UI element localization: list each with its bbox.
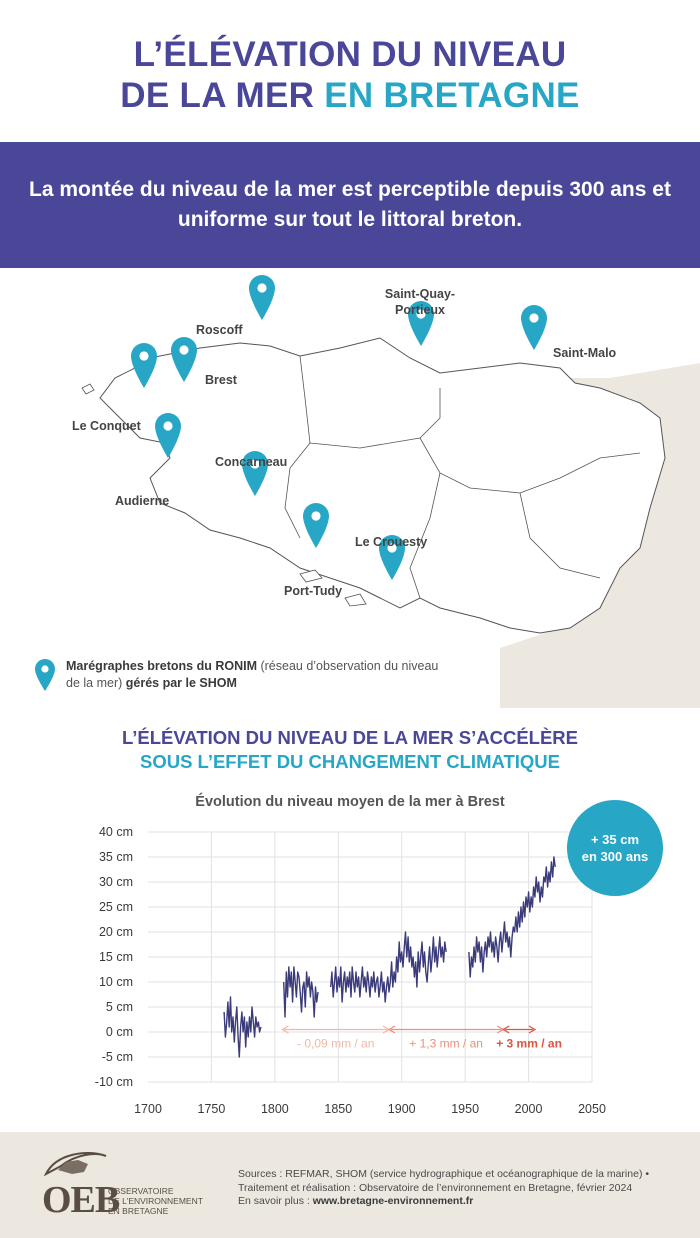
pin-label: Saint-Quay- [385,287,455,301]
series-line [468,856,556,978]
y-tick-label: 20 cm [99,925,133,939]
series-line [330,931,447,1003]
period-label: - 0,09 mm / an [297,1037,374,1051]
y-tick-label: 5 cm [106,1000,133,1014]
x-tick-label: 1900 [388,1102,416,1116]
x-tick-label: 2000 [515,1102,543,1116]
period-label: + 1,3 mm / an [409,1037,483,1051]
pin-label: Le Conquet [72,419,142,433]
period-arrowhead-left [387,1025,396,1034]
sources-line-1: Sources : REFMAR, SHOM (service hydrogra… [238,1168,650,1180]
map-pins: Roscoff Saint-Quay- Portieux Saint-Malo Bres… [72,275,617,598]
x-tick-label: 2050 [578,1102,606,1116]
period-arrowhead-left [501,1025,510,1034]
oeb-logo: OEB Observatoire de l’environnement en B… [36,1144,206,1224]
y-tick-label: 40 cm [99,825,133,839]
title-line-2b: EN BRETAGNE [324,76,580,115]
pin-label: Audierne [115,494,169,508]
period-arrowhead-left [281,1025,289,1034]
x-tick-label: 1700 [134,1102,162,1116]
logo-text: OEB [42,1179,120,1221]
website-link[interactable]: www.bretagne-environnement.fr [312,1195,474,1207]
logo-subtitle: Observatoire de l’environnement en Breta… [108,1186,203,1216]
legend-bold-1: Marégraphes bretons du RONIM [66,659,257,673]
badge-value: + 35 cm [590,832,640,847]
y-tick-label: -5 cm [102,1050,133,1064]
sources-line-2: Traitement et réalisation : Observatoire… [238,1181,633,1194]
map-pin-icon [303,503,329,548]
map-pin-icon [35,659,55,691]
department-borders [284,355,641,599]
pin-label: Brest [205,373,238,387]
series-line [223,996,262,1058]
sources: Sources : REFMAR, SHOM (service hydrogra… [238,1168,688,1209]
series-line [283,966,319,1018]
map-svg: Roscoff Saint-Quay- Portieux Saint-Malo Bres… [72,275,700,708]
subtitle-line-1: L’ÉLÉVATION DU NIVEAU DE LA MER S’ACCÉLÈ… [121,727,579,748]
islands [81,383,367,607]
brittany-land [99,337,666,634]
y-tick-label: 15 cm [99,950,133,964]
map-pin-icon [379,535,405,580]
x-tick-label: 1750 [198,1102,226,1116]
sources-line-3-prefix: En savoir plus : [238,1195,313,1207]
y-tick-label: 25 cm [99,900,133,914]
logo-map-icon [43,1152,107,1177]
mainland-outside [500,363,700,708]
badge-period: en 300 ans [581,849,649,864]
y-tick-label: 10 cm [99,975,133,989]
map-legend: Marégraphes bretons du RONIM (réseau d’o… [34,658,454,692]
period-label: + 3 mm / an [496,1037,562,1051]
map-pin-icon [131,343,157,388]
logo-sub-3: en Bretagne [108,1206,169,1216]
map-pin-icon [408,301,434,346]
brittany-map: Roscoff Saint-Quay- Portieux Saint-Malo Bres… [0,268,700,708]
pin-label: Portieux [395,303,445,317]
intro-text: La montée du niveau de la mer est percep… [29,178,671,231]
map-pin-icon [242,451,268,496]
legend-text: Marégraphes bretons du RONIM (réseau d’o… [66,658,454,692]
x-tick-label: 1950 [451,1102,479,1116]
title-line-2a: DE LA MER [120,76,325,115]
map-pin-icon [249,275,275,320]
pin-label: Le Crouesty [355,535,427,549]
pin-label: Roscoff [196,323,243,337]
y-tick-label: 30 cm [99,875,133,889]
chart-svg: 40 cm 35 cm 30 cm 25 cm 20 cm 15 cm 10 cm 5 cm 0… [95,825,606,1116]
x-tick-label: 1800 [261,1102,289,1116]
subtitle-line-2: SOUS L’EFFET DU CHANGEMENT CLIMATIQUE [139,751,561,772]
map-pin-icon [521,305,547,350]
sea-level-chart: 40 cm 35 cm 30 cm 25 cm 20 cm 15 cm 10 cm 5 cm 0… [80,820,620,1120]
logo-sub-1: Observatoire [108,1186,174,1196]
period-arrowhead-right [528,1025,537,1034]
map-pin-icon [171,337,197,382]
pin-label: Saint-Malo [553,346,617,360]
total-rise-badge: + 35 cm en 300 ans [567,800,663,896]
x-tick-label: 1850 [324,1102,352,1116]
footer: OEB Observatoire de l’environnement en B… [0,1132,700,1238]
section-subtitle: L’ÉLÉVATION DU NIVEAU DE LA MER S’ACCÉLÈ… [0,726,700,774]
legend-bold-2: gérés par le SHOM [125,676,237,690]
pin-label: Port-Tudy [284,584,342,598]
map-pin-icon [155,413,181,458]
legend-text-1: (réseau d’observation du niveau de la me… [66,659,439,690]
chart-title: Évolution du niveau moyen de la mer à Br… [195,794,505,810]
y-tick-label: -10 cm [95,1075,133,1089]
pin-label: Concarneau [215,455,287,469]
title-line-1: L’ÉLÉVATION DU NIVEAU [133,35,567,74]
page-title: L’ÉLÉVATION DU NIVEAU DE LA MER EN BRETA… [0,34,700,116]
y-tick-label: 35 cm [99,850,133,864]
logo-sub-2: de l’environnement [108,1196,203,1206]
y-tick-label: 0 cm [106,1025,133,1039]
intro-banner: La montée du niveau de la mer est percep… [0,142,700,268]
